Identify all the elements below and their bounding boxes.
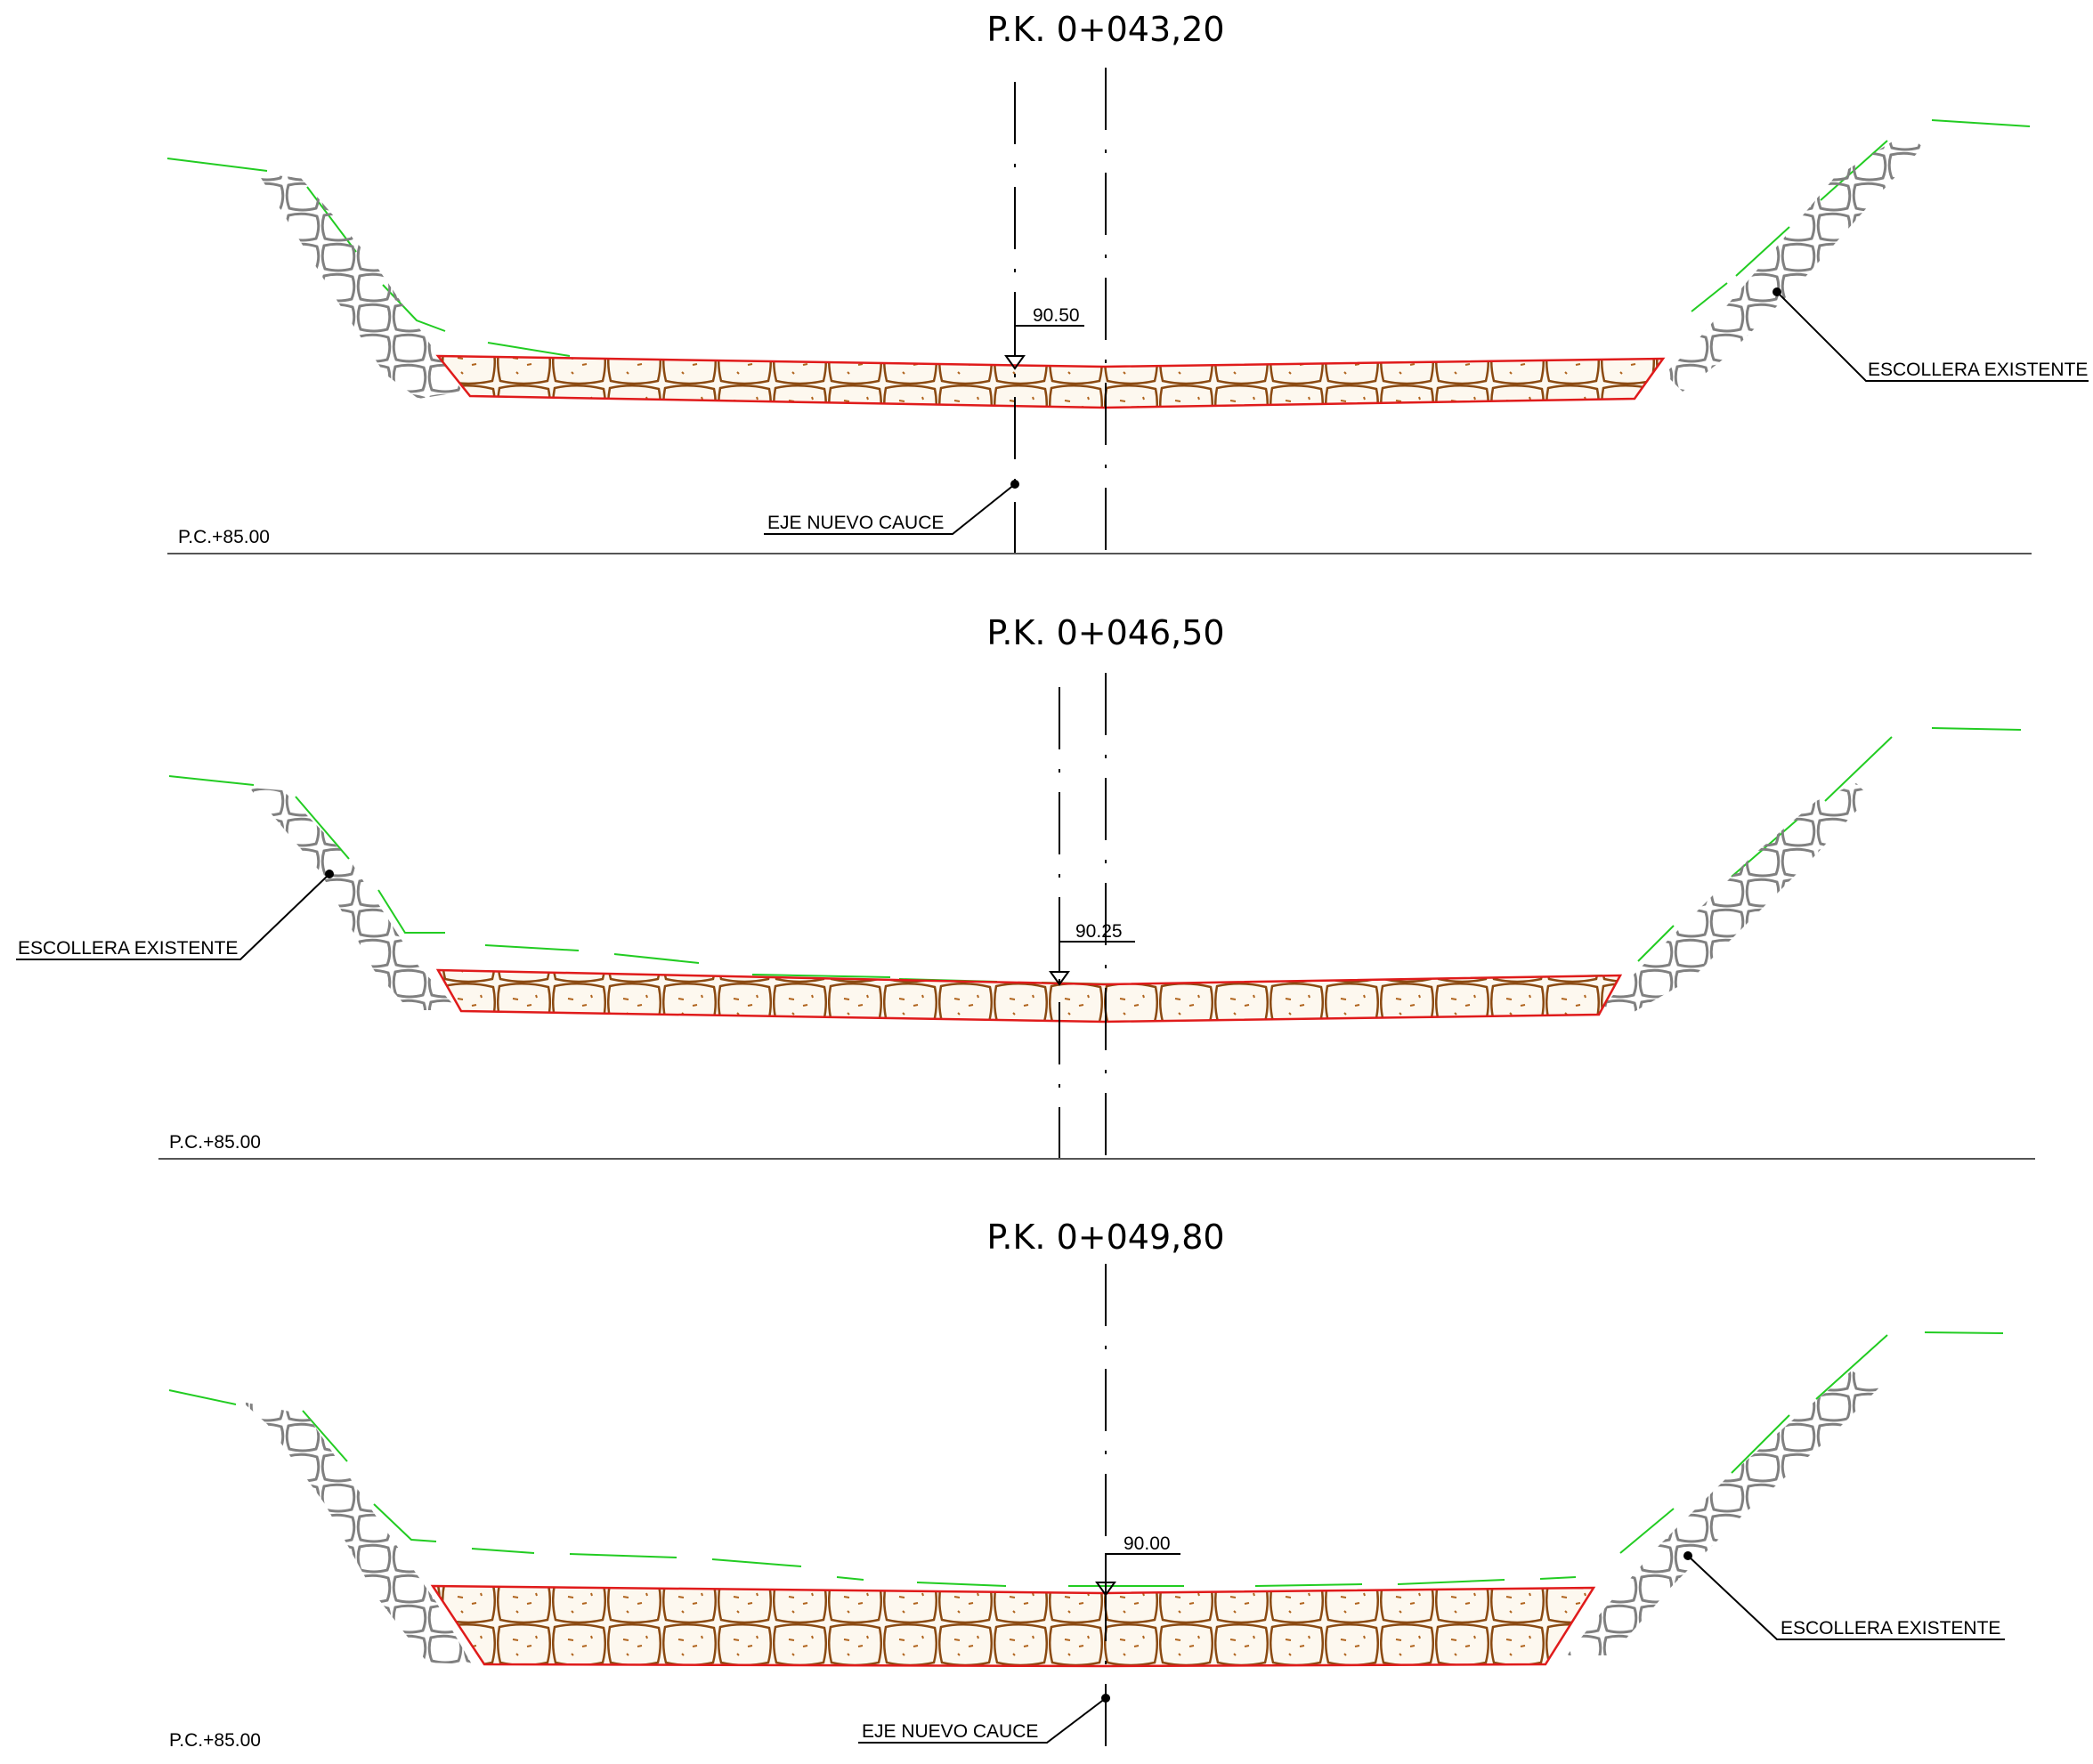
water-level-value: 90.25 (1075, 921, 1123, 942)
channel-axis-lines (1014, 68, 1107, 554)
existing-riprap-right (1665, 134, 1923, 392)
riprap-lining (430, 1584, 1596, 1668)
callout-existing-riprap: ESCOLLERA EXISTENTE (1683, 1551, 2005, 1640)
existing-terrain-line (168, 727, 2022, 986)
reference-plane: P.C.+85.00 (158, 1132, 2035, 1160)
callout-new-channel-axis: EJE NUEVO CAUCE (858, 1694, 1110, 1744)
section-title: P.K. 0+046,50 (986, 613, 1224, 652)
section-title: P.K. 0+049,80 (986, 1218, 1224, 1257)
riprap-lining (435, 968, 1623, 1024)
callout-existing-riprap: ESCOLLERA EXISTENTE (1773, 287, 2089, 382)
reference-plane-label: P.C.+85.00 (169, 1132, 261, 1153)
water-level-marker: 90.00 (1095, 1533, 1180, 1597)
existing-riprap-left (242, 1402, 472, 1664)
callout-label: ESCOLLERA EXISTENTE (1868, 360, 2088, 380)
water-level-marker: 90.50 (1004, 305, 1084, 370)
water-level-marker: 90.25 (1049, 921, 1135, 986)
existing-riprap-left (258, 174, 463, 399)
callout-label: EJE NUEVO CAUCE (862, 1721, 1038, 1742)
channel-axis-lines (1059, 673, 1107, 1159)
callout-label: ESCOLLERA EXISTENTE (18, 938, 238, 959)
reference-plane: P.C.+85.00 (167, 527, 2032, 554)
existing-riprap-left (249, 788, 458, 1010)
riprap-lining (435, 354, 1666, 409)
existing-riprap-right (1567, 1371, 1878, 1655)
existing-terrain-line (168, 1331, 2004, 1587)
callout-new-channel-axis: EJE NUEVO CAUCE (764, 480, 1019, 535)
section-3: P.K. 0+049,80 90.00 (168, 1218, 2005, 1764)
callout-label: ESCOLLERA EXISTENTE (1781, 1618, 2000, 1639)
callout-label: EJE NUEVO CAUCE (767, 513, 944, 533)
reference-plane-label: P.C.+85.00 (169, 1730, 261, 1751)
reference-plane: P.C.+85.00 (169, 1730, 261, 1751)
reference-plane-label: P.C.+85.00 (178, 527, 270, 547)
water-level-value: 90.50 (1033, 305, 1080, 326)
existing-riprap-right (1602, 783, 1870, 1015)
callout-existing-riprap: ESCOLLERA EXISTENTE (16, 870, 334, 960)
section-1: P.K. 0+043,20 (166, 10, 2089, 554)
section-title: P.K. 0+043,20 (986, 10, 1224, 49)
water-level-value: 90.00 (1124, 1533, 1171, 1554)
existing-terrain-line (166, 119, 2031, 390)
section-2: P.K. 0+046,50 90.25 (16, 613, 2035, 1160)
